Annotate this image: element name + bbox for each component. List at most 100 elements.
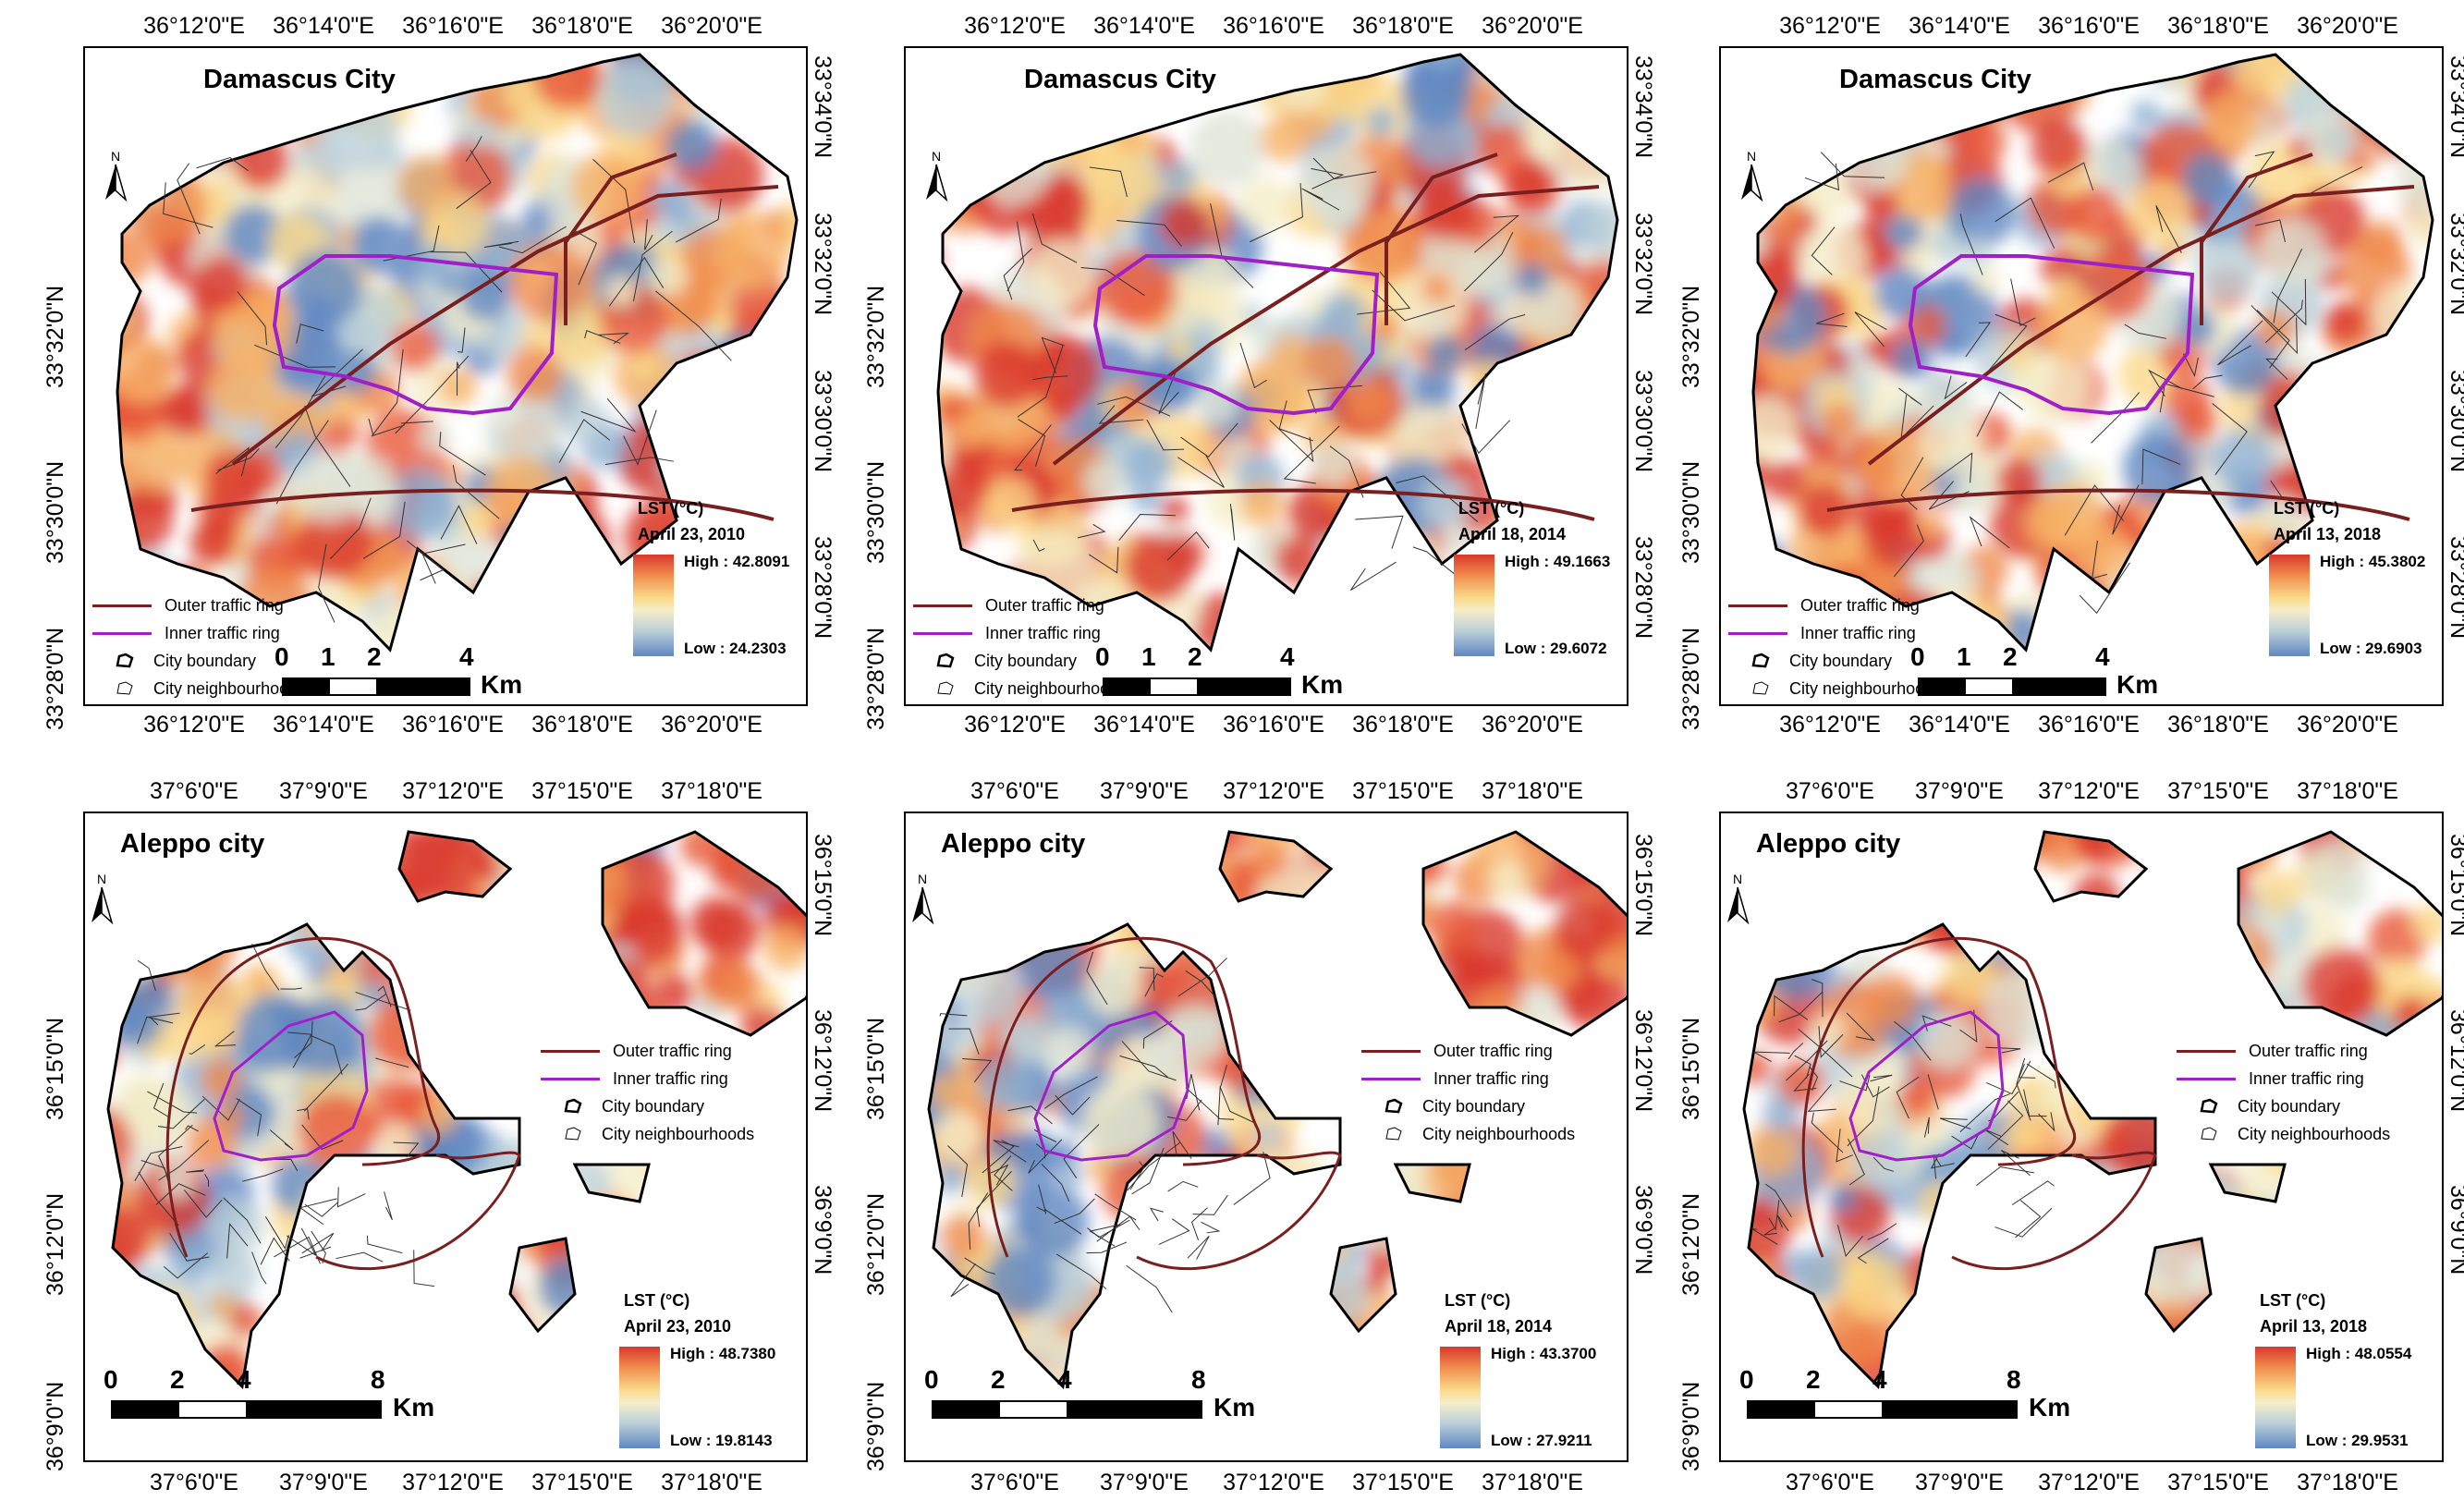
neighbourhood-line xyxy=(1464,314,1526,351)
neighbourhood-line xyxy=(1167,1099,1202,1121)
longitude-tick: 36°14'0"E xyxy=(1909,13,2010,39)
neighbourhood-line xyxy=(1872,1156,1894,1172)
latitude-tick: 36°15'0"N xyxy=(1630,834,1656,937)
lst-label: LST (°C) xyxy=(2274,499,2340,518)
longitude-tick: 37°6'0"E xyxy=(970,778,1059,804)
legend-label: City boundary xyxy=(1422,1096,1526,1116)
legend-line-swatch xyxy=(2177,1077,2236,1080)
neighbourhood-line xyxy=(237,291,268,346)
city-boundary xyxy=(508,1237,577,1334)
acquisition-date: April 18, 2014 xyxy=(1445,1317,1553,1336)
legend-line-swatch xyxy=(541,1077,600,1080)
neighbourhood-line xyxy=(1836,1129,1853,1163)
longitude-tick: 36°20'0"E xyxy=(2297,13,2398,39)
legend-item: City neighbourhoods xyxy=(1361,1120,1575,1148)
neighbourhood-line xyxy=(1774,995,1809,1020)
neighbourhood-line xyxy=(137,1016,174,1044)
neighbourhood-line xyxy=(1857,1238,1889,1264)
longitude-tick: 37°15'0"E xyxy=(1352,1470,1454,1495)
neighbourhood-line xyxy=(2192,374,2223,390)
scale-number: 4 xyxy=(237,1365,251,1394)
legend-item: City neighbourhoods xyxy=(1728,675,1942,702)
neighbourhood-line xyxy=(1077,523,1106,539)
city-boundary xyxy=(1393,1163,1471,1203)
longitude-tick: 37°18'0"E xyxy=(661,1470,762,1495)
scale-number: 0 xyxy=(1095,642,1110,671)
neighbourhood-line xyxy=(1329,445,1364,498)
neighbourhood-line xyxy=(573,229,598,286)
neighbourhood-line xyxy=(2026,1063,2056,1089)
neighbourhood-line xyxy=(2212,403,2248,476)
map-legend: Outer traffic ring Inner traffic ring City… xyxy=(92,592,306,702)
longitude-tick: 36°18'0"E xyxy=(1352,712,1454,738)
neighbourhood-line xyxy=(1185,970,1217,998)
city-boundary xyxy=(927,922,1342,1390)
neighbourhood-line xyxy=(2271,279,2307,326)
latitude-tick: 36°12'0"N xyxy=(810,1009,836,1113)
neighbourhood-line xyxy=(189,1043,206,1055)
scale-segment xyxy=(1000,1402,1067,1417)
neighbourhood-line xyxy=(1898,387,1922,406)
latitude-tick: 36°15'0"N xyxy=(810,834,836,937)
legend-label: City boundary xyxy=(602,1096,705,1116)
scale-number: 0 xyxy=(104,1365,118,1394)
legend-line-swatch xyxy=(92,604,152,607)
longitude-tick: 36°14'0"E xyxy=(273,13,374,39)
neighbourhood-line xyxy=(1121,1041,1177,1081)
latitude-tick: 36°9'0"N xyxy=(810,1185,836,1275)
legend-label: City neighbourhoods xyxy=(974,678,1128,698)
neighbourhood-line xyxy=(584,329,621,344)
neighbourhood-line xyxy=(330,497,372,559)
neighbourhood-line xyxy=(982,1140,1015,1174)
scale-number: 0 xyxy=(1739,1365,1754,1394)
latitude-tick: 33°28'0"N xyxy=(810,536,836,640)
legend-high-value: High : 48.7380 xyxy=(670,1345,776,1362)
neighbourhood-line xyxy=(1055,1094,1091,1116)
neighbourhood-line xyxy=(336,1187,366,1208)
neighbourhood-line xyxy=(1837,1225,1864,1258)
neighbourhood-line xyxy=(655,290,732,361)
longitude-tick: 36°14'0"E xyxy=(1909,712,2010,738)
scale-number: 4 xyxy=(1872,1365,1887,1394)
latitude-tick: 36°12'0"N xyxy=(1630,1009,1656,1113)
neighbourhood-line xyxy=(2016,1057,2031,1121)
neighbourhood-icon xyxy=(115,680,135,697)
longitude-tick: 37°9'0"E xyxy=(1915,778,2004,804)
neighbourhood-line xyxy=(1219,1086,1256,1124)
neighbourhood-line xyxy=(138,1171,179,1226)
neighbourhood-line xyxy=(1063,1124,1100,1178)
neighbourhood-line xyxy=(2038,1112,2055,1132)
neighbourhood-line xyxy=(304,1201,339,1217)
neighbourhood-line xyxy=(1815,312,1848,327)
neighbourhood-line xyxy=(1041,336,1065,374)
legend-label: Inner traffic ring xyxy=(165,623,280,642)
neighbourhood-line xyxy=(1088,546,1119,574)
longitude-tick: 36°16'0"E xyxy=(402,13,504,39)
map-title: Aleppo city xyxy=(1756,829,1901,859)
longitude-tick: 37°18'0"E xyxy=(1482,778,1583,804)
svg-text:N: N xyxy=(1747,149,1756,164)
scale-number: 2 xyxy=(1806,1365,1821,1394)
scale-number: 2 xyxy=(170,1365,185,1394)
color-ramp xyxy=(633,555,674,656)
neighbourhood-line xyxy=(1098,405,1144,424)
outer-traffic-ring xyxy=(190,153,779,521)
neighbourhood-line xyxy=(1229,504,1236,541)
neighbourhood-line xyxy=(177,163,201,235)
map-title: Damascus City xyxy=(1024,65,1216,94)
neighbourhood-line xyxy=(456,150,492,209)
longitude-tick: 37°6'0"E xyxy=(1786,1470,1874,1495)
longitude-tick: 36°14'0"E xyxy=(1093,13,1195,39)
longitude-tick: 36°16'0"E xyxy=(402,712,504,738)
latitude-tick: 33°32'0"N xyxy=(2446,213,2464,316)
inner-traffic-ring xyxy=(1908,254,2195,416)
scale-segment xyxy=(113,1402,179,1417)
longitude-tick: 37°12'0"E xyxy=(2038,1470,2140,1495)
legend-low-value: Low : 24.2303 xyxy=(684,640,787,657)
longitude-tick: 36°16'0"E xyxy=(1223,712,1324,738)
legend-item: City boundary xyxy=(2177,1092,2390,1120)
neighbourhood-line xyxy=(1239,342,1267,389)
city-boundary xyxy=(1218,830,1334,903)
scale-segment xyxy=(1197,679,1289,694)
scale-unit: Km xyxy=(1214,1393,1256,1422)
